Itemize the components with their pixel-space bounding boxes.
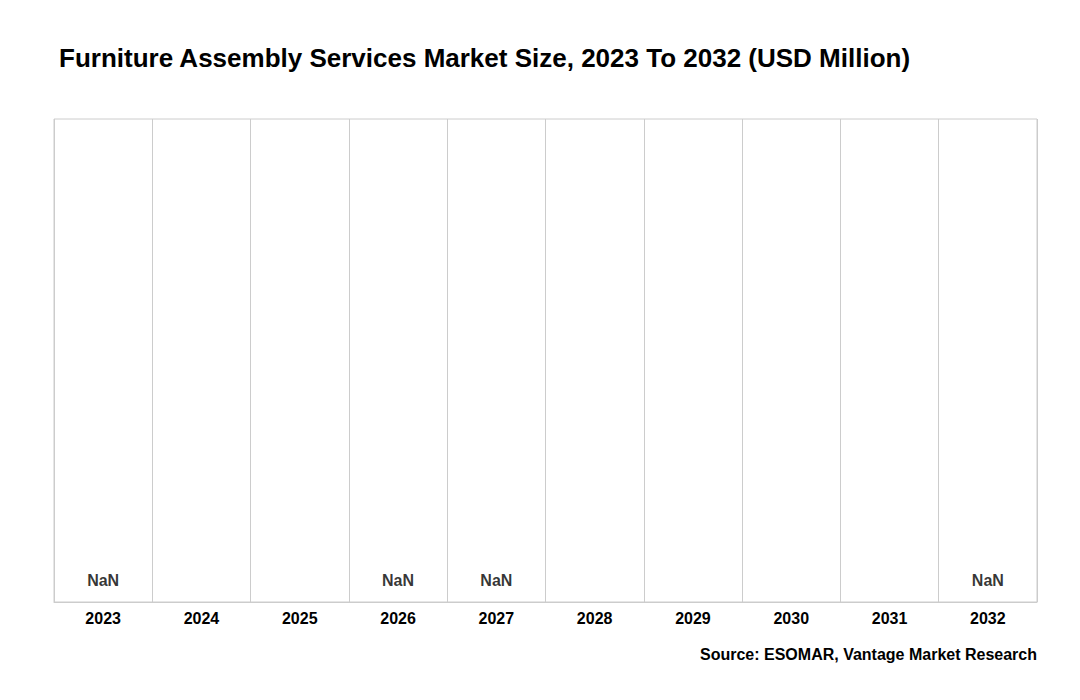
svg-text:2030: 2030 <box>773 610 809 627</box>
svg-text:2028: 2028 <box>577 610 613 627</box>
svg-text:2031: 2031 <box>872 610 908 627</box>
svg-text:2029: 2029 <box>675 610 711 627</box>
svg-text:NaN: NaN <box>87 572 119 589</box>
svg-text:2024: 2024 <box>184 610 220 627</box>
svg-text:NaN: NaN <box>382 572 414 589</box>
svg-text:2027: 2027 <box>479 610 515 627</box>
svg-text:Source: ESOMAR, Vantage Market: Source: ESOMAR, Vantage Market Research <box>700 646 1037 663</box>
svg-text:Furniture Assembly Services Ma: Furniture Assembly Services Market Size,… <box>59 43 910 73</box>
svg-text:NaN: NaN <box>480 572 512 589</box>
svg-text:2023: 2023 <box>85 610 121 627</box>
svg-text:2025: 2025 <box>282 610 318 627</box>
svg-text:2026: 2026 <box>380 610 416 627</box>
svg-text:NaN: NaN <box>972 572 1004 589</box>
svg-text:2032: 2032 <box>970 610 1006 627</box>
